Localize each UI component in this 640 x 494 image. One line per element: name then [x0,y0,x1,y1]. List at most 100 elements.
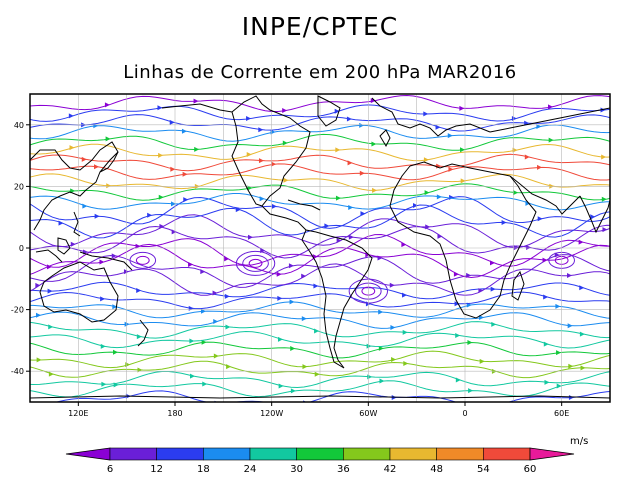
streamline-arrow [277,295,283,301]
streamline-arrow [480,405,485,410]
streamline-arrow [360,211,366,217]
streamline-arrow [437,233,443,239]
streamline-arrow [346,116,352,122]
streamline-arrow [490,260,495,266]
coast-indonesia [35,237,133,271]
lat-tick-label: 0 [19,244,24,253]
streamline-arrow [555,303,561,309]
streamline-arrow [158,194,164,200]
streamline-arrow [536,123,542,129]
streamline-arrow [224,256,230,262]
streamline-arrow [93,123,99,129]
streamline-arrow [158,152,164,158]
colorbar-segment [483,447,531,461]
streamline-arrow [544,379,550,385]
streamline-arrow [46,264,52,270]
streamline-arrow [468,388,474,394]
streamline-arrow [390,324,396,330]
lon-tick-label: 120W [260,409,283,418]
streamline-arrow [68,113,74,119]
streamline-arrow [288,263,294,269]
streamline-arrow [403,360,409,366]
colorbar-label: 18 [197,464,210,475]
streamline-arrow [578,239,584,245]
colorbar-label: 54 [477,464,490,475]
lat-tick-label: -40 [11,367,24,376]
streamline-arrow [359,122,365,128]
streamline-arrow [182,171,188,177]
streamline-arrow [449,194,455,200]
streamline-arrow [556,383,562,389]
lat-tick-label: -20 [11,306,24,315]
streamline-arrow [290,388,296,394]
longitude-ticks: 120E 180 120W 60W 0 60E [68,402,569,418]
colorbar-low-arrow [65,447,111,461]
streamline-arrow [225,324,231,330]
colorbar: 6 12 18 24 30 36 42 48 54 60 [65,447,575,475]
streamline-arrow [290,345,296,351]
colorbar-segment [203,447,251,461]
eddy-streamline [135,255,150,265]
lon-tick-label: 180 [167,409,182,418]
streamline-arrow [314,328,320,334]
streamline-arrow [124,321,130,327]
streamline-arrow [99,259,105,265]
streamline-arrow [543,341,549,347]
coast-new-zealand [137,319,149,347]
streamline-arrow [125,362,131,368]
streamline-arrow [378,309,384,315]
streamline-arrow [147,212,153,218]
coastlines [30,95,610,399]
streamline-arrow [112,304,118,310]
streamline-arrow [200,269,206,275]
streamline-arrow [169,119,175,125]
streamline-arrow [511,116,517,122]
lat-tick-label: 20 [14,182,24,191]
streamline-arrow [289,299,295,305]
streamline-arrow [554,252,560,258]
coast-japan [99,151,119,173]
streamline-arrow [512,147,518,153]
colorbar-high-arrow [529,447,575,461]
streamline-arrow [513,190,519,196]
streamline-arrow [69,145,75,151]
streamline-arrow [190,373,196,379]
streamline-arrow [567,323,573,329]
streamline-arrow [579,331,585,337]
coast-india [579,195,610,234]
streamline-arrow [371,141,377,147]
streamline-arrow [202,381,208,387]
eddy-streamline [235,250,276,276]
streamlines [30,94,610,410]
streamline-arrow [226,364,232,370]
streamline-arrow [347,160,353,166]
streamline-arrow [568,363,574,369]
streamline-arrow [212,290,218,296]
streamline-arrow [258,158,264,164]
streamline-arrow [601,196,607,202]
streamline-arrow [435,124,441,130]
streamline-arrow [137,367,143,373]
streamline-arrow [170,166,176,172]
coast-uk [379,129,391,148]
streamline-arrow [35,312,41,318]
streamline-arrow [301,316,307,322]
streamline-arrow [278,383,284,389]
coast-philippines [73,211,81,237]
streamline-arrow [526,245,532,251]
streamline-arrow [58,220,64,226]
streamline-arrow [453,271,459,277]
streamline-arrow [94,213,100,219]
streamline-arrow [224,293,230,299]
streamline-arrow [181,128,187,134]
coast-madagascar [511,270,525,301]
streamline-arrow [100,343,106,349]
streamline-arrow [258,127,264,133]
lat-tick-label: 40 [14,121,24,130]
streamline-arrow [324,223,330,229]
streamline-arrow [104,102,110,108]
streamline-arrow [543,294,549,300]
streamline-arrow [334,108,340,114]
streamline-arrow [424,190,430,196]
